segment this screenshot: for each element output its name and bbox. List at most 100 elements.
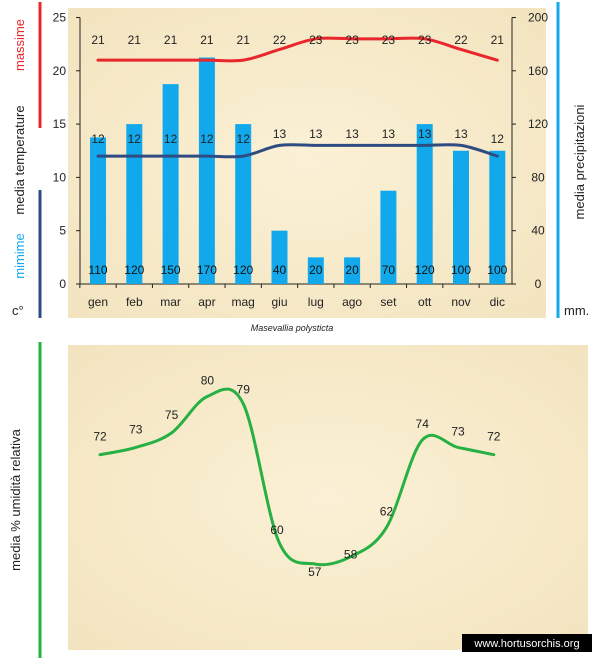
x-tick-label: apr [198,295,215,309]
right-tick-label: 200 [528,11,548,25]
max-temperature-label: 23 [382,33,396,47]
x-tick-label: mag [232,295,255,309]
precipitation-value-label: 20 [309,263,323,277]
x-tick-label: mar [160,295,181,309]
precipitation-bar [198,57,215,284]
min-temperature-label: 13 [382,127,396,141]
precipitation-bar [235,124,252,284]
max-temperature-label: 21 [128,33,142,47]
min-temperature-label: 13 [273,127,287,141]
precipitation-value-label: 70 [382,263,396,277]
humidity-value-label: 79 [237,383,251,397]
precipitation-bar [90,137,106,284]
min-temperature-label: 13 [454,127,468,141]
precipitation-value-label: 120 [124,263,144,277]
humidity-value-label: 72 [93,430,107,444]
precipitation-value-label: 110 [88,263,107,277]
left-tick-label: 10 [53,170,67,184]
max-temperature-label: 23 [418,33,432,47]
humidity-value-label: 74 [416,417,430,431]
precipitation-value-label: 170 [197,263,217,277]
left-tick-label: 15 [53,117,67,131]
max-temperature-label: 21 [491,33,505,47]
humidity-value-label: 72 [487,430,501,444]
precipitation-bar [307,257,324,284]
chart-caption: Masevallia polysticta [251,323,334,333]
right-axis-label: media precipitazioni [572,104,587,219]
right-axis-unit: mm. [564,303,589,318]
min-temperature-label: 13 [345,127,359,141]
max-temperature-label: 22 [454,33,468,47]
humidity-value-label: 60 [270,523,284,537]
precipitation-bar [453,150,469,284]
left-axis-label-min: mimime [12,233,27,279]
precipitation-bar [126,124,143,284]
humidity-value-label: 73 [129,422,143,436]
right-tick-label: 80 [531,170,545,184]
min-temperature-label: 13 [418,127,432,141]
min-temperature-label: 12 [237,132,251,146]
max-temperature-label: 23 [345,33,359,47]
humidity-value-label: 73 [451,424,465,438]
precipitation-value-label: 100 [487,263,507,277]
min-temperature-label: 12 [200,132,214,146]
precipitation-value-label: 20 [345,263,359,277]
precipitation-bar [344,257,361,284]
x-tick-label: nov [451,295,470,309]
max-temperature-label: 23 [309,33,323,47]
precipitation-value-label: 100 [451,263,471,277]
precipitation-bar [380,190,397,284]
humidity-line [98,387,496,567]
max-temperature-label: 22 [273,33,287,47]
humidity-value-label: 62 [380,505,394,519]
x-tick-label: lug [308,295,324,309]
max-temperature-label: 21 [91,33,105,47]
x-tick-label: ago [342,295,362,309]
humidity-value-label: 80 [201,373,215,387]
min-temperature-label: 12 [128,132,142,146]
watermark-background [462,634,592,652]
left-axis-unit: c° [12,303,24,318]
humidity-value-label: 57 [308,565,322,579]
humidity-axis-label: media % umidità relativa [8,428,23,570]
right-tick-label: 0 [535,277,542,291]
x-tick-label: ott [418,295,432,309]
x-tick-label: gen [88,295,108,309]
right-tick-label: 120 [528,117,548,131]
x-tick-label: dic [490,295,505,309]
min-temperature-label: 12 [164,132,178,146]
left-axis-label-mid: media temperature [12,105,27,214]
precipitation-value-label: 40 [273,263,287,277]
bottom-chart-background [68,345,588,650]
max-temperature-label: 21 [164,33,178,47]
max-temperature-label: 21 [237,33,251,47]
x-tick-label: set [380,295,397,309]
max-temperature-label: 21 [200,33,214,47]
right-tick-label: 40 [531,224,545,238]
precipitation-bar [416,124,433,284]
left-axis-label-max: massime [12,19,27,71]
left-tick-label: 25 [53,11,67,25]
left-tick-label: 0 [59,277,66,291]
x-tick-label: feb [126,295,143,309]
precipitation-bar [162,84,179,284]
watermark: www.hortusorchis.org [473,638,579,650]
min-temperature-label: 13 [309,127,323,141]
min-temperature-label: 12 [91,132,105,146]
precipitation-value-label: 120 [233,263,253,277]
right-tick-label: 160 [528,64,548,78]
humidity-value-label: 58 [344,548,358,562]
precipitation-value-label: 120 [415,263,435,277]
x-tick-label: giu [271,295,287,309]
min-temperature-label: 12 [491,132,505,146]
min-temperature-line [96,143,499,159]
humidity-value-label: 75 [165,408,179,422]
precipitation-bar [489,150,506,284]
left-tick-label: 5 [59,224,66,238]
precipitation-bar [271,230,288,284]
max-temperature-line [96,36,499,63]
left-tick-label: 20 [53,64,67,78]
precipitation-value-label: 150 [161,263,181,277]
